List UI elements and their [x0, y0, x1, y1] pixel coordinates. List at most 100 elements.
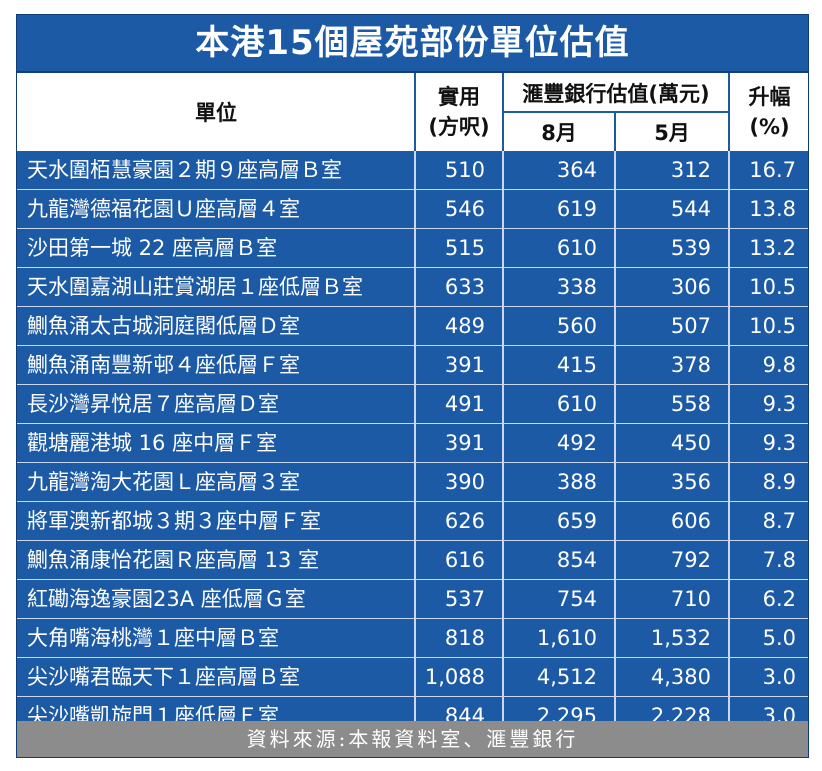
area-cell: 546: [444, 197, 485, 221]
may-valuation-cell: 1,532: [650, 626, 711, 650]
header-valuation: 滙豐銀行估值(萬元): [522, 81, 710, 106]
area-cell: 1,088: [424, 665, 485, 689]
header-divider: [503, 111, 729, 113]
increase-pct-cell: 3.0: [762, 665, 796, 689]
area-cell: 515: [444, 236, 485, 260]
may-valuation-cell: 792: [670, 548, 711, 572]
table-row: 九龍灣德福花園Ｕ座高層４室 546 619 544 13.8: [17, 190, 808, 229]
aug-valuation-cell: 492: [556, 431, 597, 455]
increase-pct-cell: 16.7: [749, 158, 796, 182]
increase-pct-cell: 5.0: [762, 626, 796, 650]
column-divider: [414, 151, 416, 735]
may-valuation-cell: 606: [670, 509, 711, 533]
area-cell: 391: [444, 353, 485, 377]
table-row: 九龍灣淘大花園Ｌ座高層３室 390 388 356 8.9: [17, 463, 808, 502]
may-valuation-cell: 4,380: [650, 665, 711, 689]
header-may: 5月: [654, 120, 690, 145]
may-valuation-cell: 306: [670, 275, 711, 299]
aug-valuation-cell: 560: [556, 314, 597, 338]
area-cell: 390: [444, 470, 485, 494]
header-pct: 升幅 (%): [729, 73, 810, 151]
unit-name-cell: 尖沙嘴君臨天下１座高層Ｂ室: [27, 665, 300, 689]
aug-valuation-cell: 338: [556, 275, 597, 299]
column-divider: [614, 151, 616, 735]
aug-valuation-cell: 619: [556, 197, 597, 221]
header-area-line1: 實用: [438, 85, 480, 109]
increase-pct-cell: 7.8: [762, 548, 796, 572]
aug-valuation-cell: 854: [556, 548, 597, 572]
aug-valuation-cell: 754: [556, 587, 597, 611]
source-note: 資料來源:本報資料室、滙豐銀行: [17, 721, 808, 757]
table-row: 尖沙嘴君臨天下１座高層Ｂ室 1,088 4,512 4,380 3.0: [17, 658, 808, 697]
table-title: 本港15個屋苑部份單位估值: [195, 23, 630, 63]
unit-name-cell: 九龍灣淘大花園Ｌ座高層３室: [27, 470, 300, 494]
table-row: 鰂魚涌南豐新邨４座低層Ｆ室 391 415 378 9.8: [17, 346, 808, 385]
header-unit: 單位: [195, 101, 237, 125]
table-row: 將軍澳新都城３期３座中層Ｆ室 626 659 606 8.7: [17, 502, 808, 541]
aug-valuation-cell: 1,610: [536, 626, 597, 650]
area-cell: 489: [444, 314, 485, 338]
table-header: 單位 實用 (方呎) 滙豐銀行估值(萬元) 8月 5月 升幅 (%): [17, 71, 808, 151]
header-divider: [614, 112, 616, 151]
increase-pct-cell: 10.5: [749, 275, 796, 299]
table-row: 天水圍嘉湖山莊賞湖居１座低層Ｂ室 633 338 306 10.5: [17, 268, 808, 307]
area-cell: 818: [444, 626, 485, 650]
increase-pct-cell: 13.8: [749, 197, 796, 221]
may-valuation-cell: 544: [670, 197, 711, 221]
table-row: 天水圍栢慧豪園２期９座高層Ｂ室 510 364 312 16.7: [17, 151, 808, 190]
aug-valuation-cell: 415: [556, 353, 597, 377]
area-cell: 633: [444, 275, 485, 299]
table-row: 鰂魚涌康怡花園Ｒ座高層 13 室 616 854 792 7.8: [17, 541, 808, 580]
header-divider: [414, 73, 416, 151]
header-area: 實用 (方呎): [415, 73, 503, 151]
header-pct-line1: 升幅: [748, 85, 791, 109]
may-valuation-cell: 378: [670, 353, 711, 377]
area-cell: 537: [444, 587, 485, 611]
unit-name-cell: 大角嘴海桃灣１座中層Ｂ室: [27, 626, 279, 650]
increase-pct-cell: 8.7: [762, 509, 796, 533]
increase-pct-cell: 13.2: [749, 236, 796, 260]
valuation-table-panel: 本港15個屋苑部份單位估值 單位 實用 (方呎) 滙豐銀行估值(萬元) 8月 5…: [16, 14, 809, 758]
aug-valuation-cell: 388: [556, 470, 597, 494]
unit-name-cell: 天水圍栢慧豪園２期９座高層Ｂ室: [27, 158, 342, 182]
unit-name-cell: 紅磡海逸豪園23A 座低層Ｇ室: [27, 587, 306, 611]
increase-pct-cell: 6.2: [762, 587, 796, 611]
increase-pct-cell: 9.3: [762, 392, 796, 416]
area-cell: 510: [444, 158, 485, 182]
header-divider: [728, 73, 730, 151]
unit-name-cell: 沙田第一城 22 座高層Ｂ室: [27, 236, 278, 260]
increase-pct-cell: 8.9: [762, 470, 796, 494]
header-aug: 8月: [541, 120, 577, 145]
increase-pct-cell: 9.3: [762, 431, 796, 455]
may-valuation-cell: 312: [670, 158, 711, 182]
table-row: 長沙灣昇悅居７座高層Ｄ室 491 610 558 9.3: [17, 385, 808, 424]
table-row: 觀塘麗港城 16 座中層Ｆ室 391 492 450 9.3: [17, 424, 808, 463]
unit-name-cell: 鰂魚涌康怡花園Ｒ座高層 13 室: [27, 548, 320, 572]
unit-name-cell: 鰂魚涌南豐新邨４座低層Ｆ室: [27, 353, 300, 377]
table-row: 大角嘴海桃灣１座中層Ｂ室 818 1,610 1,532 5.0: [17, 619, 808, 658]
may-valuation-cell: 558: [670, 392, 711, 416]
area-cell: 626: [444, 509, 485, 533]
area-cell: 616: [444, 548, 485, 572]
aug-valuation-cell: 610: [556, 236, 597, 260]
may-valuation-cell: 539: [670, 236, 711, 260]
table-row: 沙田第一城 22 座高層Ｂ室 515 610 539 13.2: [17, 229, 808, 268]
increase-pct-cell: 9.8: [762, 353, 796, 377]
area-cell: 491: [444, 392, 485, 416]
unit-name-cell: 天水圍嘉湖山莊賞湖居１座低層Ｂ室: [27, 275, 363, 299]
aug-valuation-cell: 364: [556, 158, 597, 182]
aug-valuation-cell: 659: [556, 509, 597, 533]
aug-valuation-cell: 4,512: [536, 665, 597, 689]
may-valuation-cell: 450: [670, 431, 711, 455]
may-valuation-cell: 356: [670, 470, 711, 494]
column-divider: [728, 151, 730, 735]
column-divider: [502, 151, 504, 735]
table-row: 紅磡海逸豪園23A 座低層Ｇ室 537 754 710 6.2: [17, 580, 808, 619]
may-valuation-cell: 507: [670, 314, 711, 338]
increase-pct-cell: 10.5: [749, 314, 796, 338]
header-pct-line2: (%): [749, 115, 790, 139]
unit-name-cell: 長沙灣昇悅居７座高層Ｄ室: [27, 392, 279, 416]
header-area-line2: (方呎): [428, 115, 490, 139]
aug-valuation-cell: 610: [556, 392, 597, 416]
unit-name-cell: 觀塘麗港城 16 座中層Ｆ室: [27, 431, 278, 455]
